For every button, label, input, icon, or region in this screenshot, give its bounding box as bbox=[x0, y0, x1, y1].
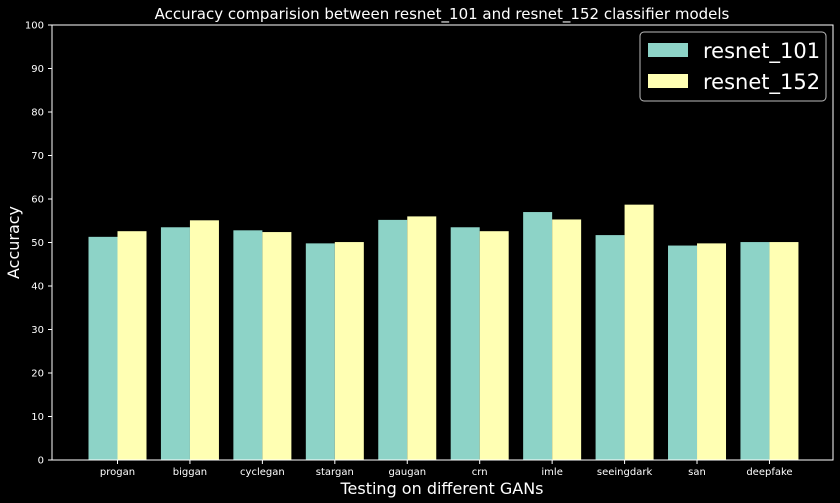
bar-resnet-101-gaugan bbox=[378, 219, 408, 460]
y-tick-label-0: 0 bbox=[38, 456, 44, 467]
bar-resnet-152-biggan bbox=[189, 220, 219, 460]
y-tick-label-20: 20 bbox=[31, 369, 44, 380]
y-tick-label-40: 40 bbox=[31, 282, 44, 293]
bar-resnet-101-imle bbox=[523, 212, 553, 460]
x-tick-label-imle: imle bbox=[541, 467, 562, 478]
y-tick-label-70: 70 bbox=[31, 151, 44, 162]
bar-resnet-101-biggan bbox=[160, 227, 190, 460]
y-tick-label-50: 50 bbox=[31, 238, 44, 249]
bar-resnet-101-cyclegan bbox=[233, 230, 263, 460]
bar-resnet-101-san bbox=[668, 245, 698, 460]
x-tick-label-progan: progan bbox=[100, 467, 135, 478]
x-tick-label-biggan: biggan bbox=[173, 467, 207, 478]
bars-group bbox=[88, 204, 799, 460]
bar-resnet-101-progan bbox=[88, 236, 118, 460]
y-tick-label-80: 80 bbox=[31, 108, 44, 119]
bar-resnet-152-progan bbox=[117, 231, 147, 460]
bar-resnet-101-stargan bbox=[305, 243, 335, 460]
legend-label-resnet-101: resnet_101 bbox=[703, 39, 820, 64]
legend-swatch-resnet-152 bbox=[648, 74, 688, 88]
y-axis-ticks: 0 10 20 30 40 50 60 70 80 90 100 bbox=[25, 21, 52, 467]
x-tick-label-deepfake: deepfake bbox=[746, 467, 792, 478]
x-tick-label-stargan: stargan bbox=[316, 467, 354, 478]
bar-resnet-152-san bbox=[697, 243, 727, 460]
x-tick-label-crn: crn bbox=[472, 467, 488, 478]
bar-resnet-152-gaugan bbox=[407, 216, 437, 460]
bar-resnet-152-cyclegan bbox=[262, 232, 292, 460]
y-axis-label: Accuracy bbox=[4, 206, 23, 279]
bar-resnet-101-crn bbox=[450, 227, 480, 460]
x-axis-ticks: progan biggan cyclegan stargan gaugan crn imle… bbox=[100, 460, 793, 478]
bar-resnet-152-stargan bbox=[334, 242, 364, 460]
legend: resnet_101 resnet_152 bbox=[639, 31, 827, 102]
bar-resnet-152-deepfake bbox=[769, 242, 799, 460]
bar-resnet-152-crn bbox=[479, 231, 509, 460]
legend-swatch-resnet-101 bbox=[648, 43, 688, 57]
y-tick-label-60: 60 bbox=[31, 195, 44, 206]
bar-resnet-101-deepfake bbox=[740, 242, 770, 460]
bar-resnet-152-imle bbox=[552, 219, 582, 460]
bar-resnet-152-seeingdark bbox=[624, 204, 654, 460]
x-tick-label-gaugan: gaugan bbox=[388, 467, 426, 478]
y-tick-label-100: 100 bbox=[25, 21, 44, 32]
chart-title: Accuracy comparision between resnet_101 … bbox=[155, 5, 730, 24]
x-tick-label-san: san bbox=[688, 467, 706, 478]
x-tick-label-seeingdark: seeingdark bbox=[597, 467, 653, 478]
x-axis-label: Testing on different GANs bbox=[339, 479, 543, 498]
legend-label-resnet-152: resnet_152 bbox=[703, 70, 820, 95]
bar-resnet-101-seeingdark bbox=[595, 235, 625, 460]
x-tick-label-cyclegan: cyclegan bbox=[240, 467, 285, 478]
y-tick-label-90: 90 bbox=[31, 64, 44, 75]
y-tick-label-30: 30 bbox=[31, 325, 44, 336]
y-tick-label-10: 10 bbox=[31, 412, 44, 423]
